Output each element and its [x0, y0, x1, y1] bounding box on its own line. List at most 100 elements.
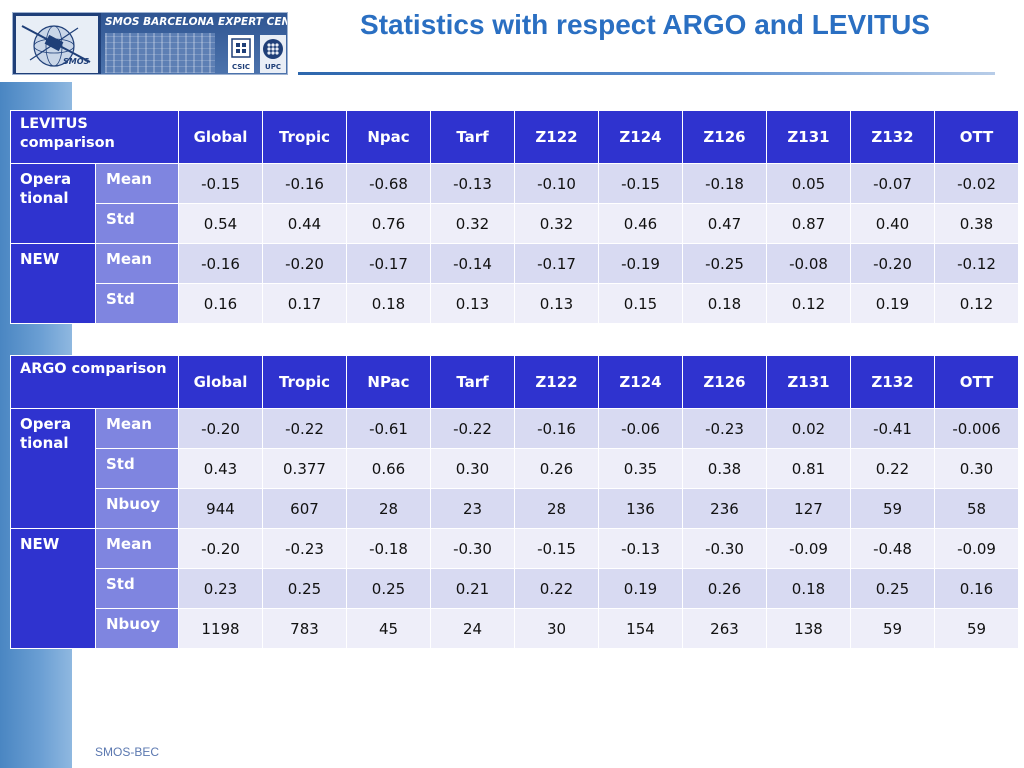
table-cell: -0.19 [598, 243, 683, 284]
table-cell: -0.15 [178, 163, 263, 204]
table-cell: 0.13 [514, 283, 599, 324]
table-cell: -0.13 [598, 528, 683, 569]
table-cell: 28 [346, 488, 431, 529]
column-header: Global [178, 110, 263, 164]
table-cell: -0.30 [430, 528, 515, 569]
table-cell: 1198 [178, 608, 263, 649]
row-label: Std [95, 203, 179, 244]
table-cell: 45 [346, 608, 431, 649]
table-cell: 136 [598, 488, 683, 529]
table-cell: 0.21 [430, 568, 515, 609]
table-cell: 0.19 [850, 283, 935, 324]
table-cell: -0.30 [682, 528, 767, 569]
table-cell: -0.18 [346, 528, 431, 569]
table-cell: 944 [178, 488, 263, 529]
table-cell: 0.12 [766, 283, 851, 324]
column-header: Tarf [430, 110, 515, 164]
column-header: Z126 [682, 355, 767, 409]
group-label-line: NEW [20, 535, 60, 553]
table-cell: -0.23 [682, 408, 767, 449]
table-cell: 607 [262, 488, 347, 529]
row-label: Mean [95, 163, 179, 204]
table-cell: 0.18 [766, 568, 851, 609]
column-header: Tarf [430, 355, 515, 409]
table-cell: 58 [934, 488, 1019, 529]
table-cell: 138 [766, 608, 851, 649]
table-cell: -0.23 [262, 528, 347, 569]
table-cell: -0.13 [430, 163, 515, 204]
logo-text: SMOS BARCELONA EXPERT CENTRE [105, 16, 288, 28]
column-header: Tropic [262, 110, 347, 164]
group-label-line: tional [20, 434, 69, 452]
table-cell: 0.81 [766, 448, 851, 489]
table-cell: 0.12 [934, 283, 1019, 324]
table-cell: -0.18 [682, 163, 767, 204]
row-label: Std [95, 283, 179, 324]
csic-logo-icon [228, 35, 254, 73]
table-cell: 0.47 [682, 203, 767, 244]
row-label: Nbuoy [95, 488, 179, 529]
table-cell: 0.25 [262, 568, 347, 609]
table-cell: 0.19 [598, 568, 683, 609]
group-label-line: tional [20, 189, 69, 207]
csic-label: CSIC [231, 63, 251, 71]
table-cell: -0.16 [262, 163, 347, 204]
group-label-line: Opera [20, 170, 72, 188]
table-cell: -0.02 [934, 163, 1019, 204]
header-row: ARGO comparison Global Tropic NPac Tarf Z122 Z… [10, 355, 1019, 409]
table-row: Nbuoy 944 607 28 23 28 136 236 127 59 58 [11, 488, 1019, 529]
table-cell: 24 [430, 608, 515, 649]
header-row: LEVITUS comparison Global Tropic Npac Tarf Z1… [10, 110, 1019, 164]
table-cell: 236 [682, 488, 767, 529]
group-label: NEW [10, 243, 96, 324]
table-cell: -0.17 [514, 243, 599, 284]
table-row: NEW Mean -0.20 -0.23 -0.18 -0.30 -0.15 -0.13 -0.… [10, 528, 1019, 649]
row-label: Std [95, 448, 179, 489]
table-cell: -0.22 [430, 408, 515, 449]
table-cell: -0.48 [850, 528, 935, 569]
table-cell: -0.25 [682, 243, 767, 284]
row-label: Mean [95, 528, 179, 569]
table-row: Opera tional Mean -0.15 -0.16 -0.68 -0.13 -0.10… [10, 163, 1019, 244]
table-cell: -0.006 [934, 408, 1019, 449]
smos-bec-logo: SMOS BARCELONA EXPERT CENTRE CSIC UPC SM… [12, 12, 288, 75]
group-label-line: Opera [20, 415, 72, 433]
table-cell: 0.66 [346, 448, 431, 489]
satellite-globe-icon [16, 16, 98, 73]
title-underline [298, 72, 995, 75]
table-cell: 0.23 [178, 568, 263, 609]
table-cell: 0.02 [766, 408, 851, 449]
table-cell: -0.10 [514, 163, 599, 204]
table-row: Std 0.54 0.44 0.76 0.32 0.32 0.46 0.47 0.87 0.40 0… [11, 203, 1019, 244]
table-cell: 263 [682, 608, 767, 649]
table-cell: -0.16 [514, 408, 599, 449]
table-cell: 0.18 [346, 283, 431, 324]
smos-label: SMOS [63, 57, 90, 66]
footer-label: SMOS-BEC [95, 745, 160, 759]
table-cell: -0.20 [850, 243, 935, 284]
table-cell: 783 [262, 608, 347, 649]
table-cell: 0.17 [262, 283, 347, 324]
slide-title: Statistics with respect ARGO and LEVITUS [360, 9, 930, 40]
table-cell: 0.87 [766, 203, 851, 244]
column-header: Z132 [850, 110, 935, 164]
table-cell: 0.46 [598, 203, 683, 244]
column-header: Npac [346, 110, 431, 164]
table-cell: -0.12 [934, 243, 1019, 284]
table-cell: -0.16 [178, 243, 263, 284]
table-cell: -0.61 [346, 408, 431, 449]
table-cell: 0.43 [178, 448, 263, 489]
group-label: NEW [10, 528, 96, 649]
argo-comparison-table: ARGO comparison Global Tropic NPac Tarf Z122 Z… [10, 355, 1019, 649]
table-cell: -0.22 [262, 408, 347, 449]
table-cell: 0.13 [430, 283, 515, 324]
column-header: Z131 [766, 110, 851, 164]
table-cell: -0.09 [766, 528, 851, 569]
table-row: NEW Mean -0.16 -0.20 -0.17 -0.14 -0.17 -0.19 -0.… [10, 243, 1019, 324]
table-cell: 59 [934, 608, 1019, 649]
column-header: Z131 [766, 355, 851, 409]
table-cell: 0.05 [766, 163, 851, 204]
table-cell: 0.26 [514, 448, 599, 489]
table-row: Nbuoy 1198 783 45 24 30 154 263 138 59 59 [11, 608, 1019, 649]
group-label-line: NEW [20, 250, 60, 268]
